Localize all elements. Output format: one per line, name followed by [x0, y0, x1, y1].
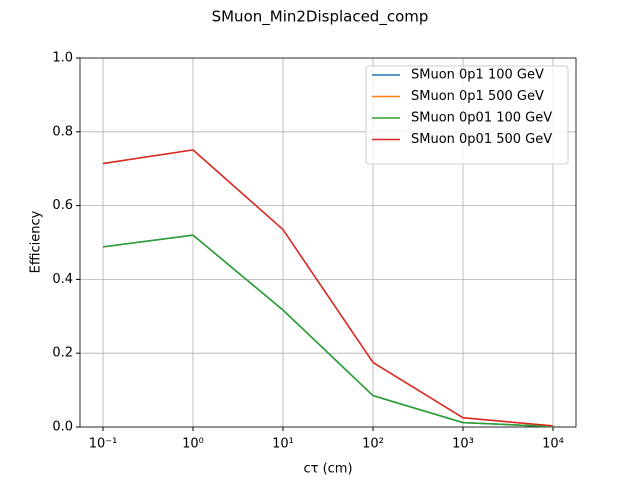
- y-tick-label: 0.2: [52, 346, 73, 361]
- series-line: [102, 234, 554, 428]
- y-tick-label: 0.4: [52, 272, 73, 287]
- y-tick-label: 0.8: [52, 124, 73, 139]
- x-tick-label: 10¹: [272, 437, 294, 452]
- plot-frame: [79, 57, 577, 428]
- x-axis-label: cτ (cm): [303, 462, 352, 477]
- legend-label: SMuon 0p1 100 GeV: [411, 68, 544, 83]
- y-tick-label: 0.6: [52, 198, 73, 213]
- y-axis-label: Efficiency: [29, 210, 44, 273]
- x-tick-label: 10²: [362, 437, 384, 452]
- x-tick-label: 10³: [452, 437, 474, 452]
- y-tick-label: 1.0: [52, 51, 73, 66]
- legend-label: SMuon 0p01 100 GeV: [411, 111, 552, 126]
- legend-box: [365, 65, 569, 165]
- series-line: [102, 234, 554, 428]
- x-tick-label: 10⁰: [182, 437, 204, 452]
- legend-label: SMuon 0p01 500 GeV: [411, 132, 552, 147]
- x-tick-label: 10⁻¹: [89, 437, 118, 452]
- series-line: [102, 149, 554, 427]
- x-tick-label: 10⁴: [542, 437, 564, 452]
- chart-title: SMuon_Min2Displaced_comp: [212, 8, 429, 27]
- series-line: [102, 149, 554, 427]
- y-tick-label: 0.0: [52, 420, 73, 435]
- legend-label: SMuon 0p1 500 GeV: [411, 89, 544, 104]
